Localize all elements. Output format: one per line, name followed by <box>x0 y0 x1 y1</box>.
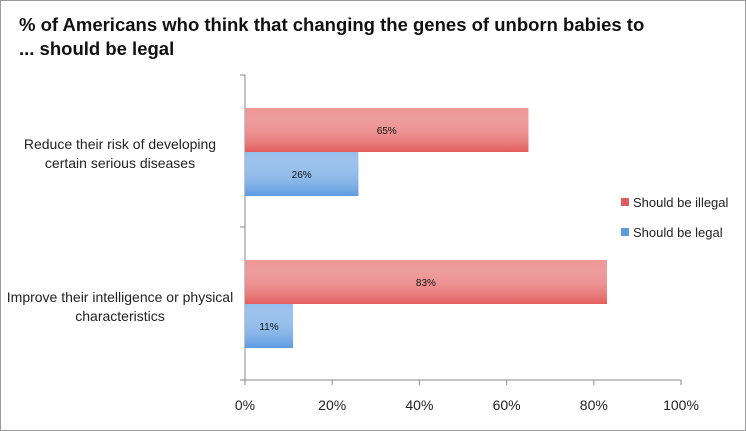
x-tick-label-1: 20% <box>318 397 346 413</box>
chart-title: % of Americans who think that changing t… <box>19 14 645 59</box>
x-tick-label-0: 0% <box>235 397 255 413</box>
data-label-illegal-0: 65% <box>377 126 397 137</box>
x-tick-label-2: 40% <box>405 397 433 413</box>
bar-shine-legal-0 <box>245 152 359 196</box>
x-tick-label-4: 80% <box>580 397 608 413</box>
legend-item-illegal: Should be illegal <box>621 193 728 211</box>
bar-shine-illegal-1 <box>245 260 607 304</box>
data-label-legal-0: 26% <box>292 170 312 181</box>
category-label-0: Reduce their risk of developing certain … <box>23 136 217 171</box>
x-tick-label-5: 100% <box>663 397 699 413</box>
category-label-1: Improve their intelligence or physical c… <box>6 289 234 324</box>
legend-swatch-illegal <box>621 198 629 206</box>
legend: Should be illegal Should be legal <box>621 193 728 253</box>
legend-swatch-legal <box>621 228 629 236</box>
legend-label-legal: Should be legal <box>633 224 723 240</box>
data-label-illegal-1: 83% <box>416 278 436 289</box>
legend-item-legal: Should be legal <box>621 223 728 241</box>
bar-shine-illegal-0 <box>245 108 529 152</box>
x-tick-label-3: 60% <box>493 397 521 413</box>
legend-label-illegal: Should be illegal <box>633 194 729 210</box>
bar-shine-legal-1 <box>245 304 293 348</box>
data-label-legal-1: 11% <box>259 322 278 333</box>
